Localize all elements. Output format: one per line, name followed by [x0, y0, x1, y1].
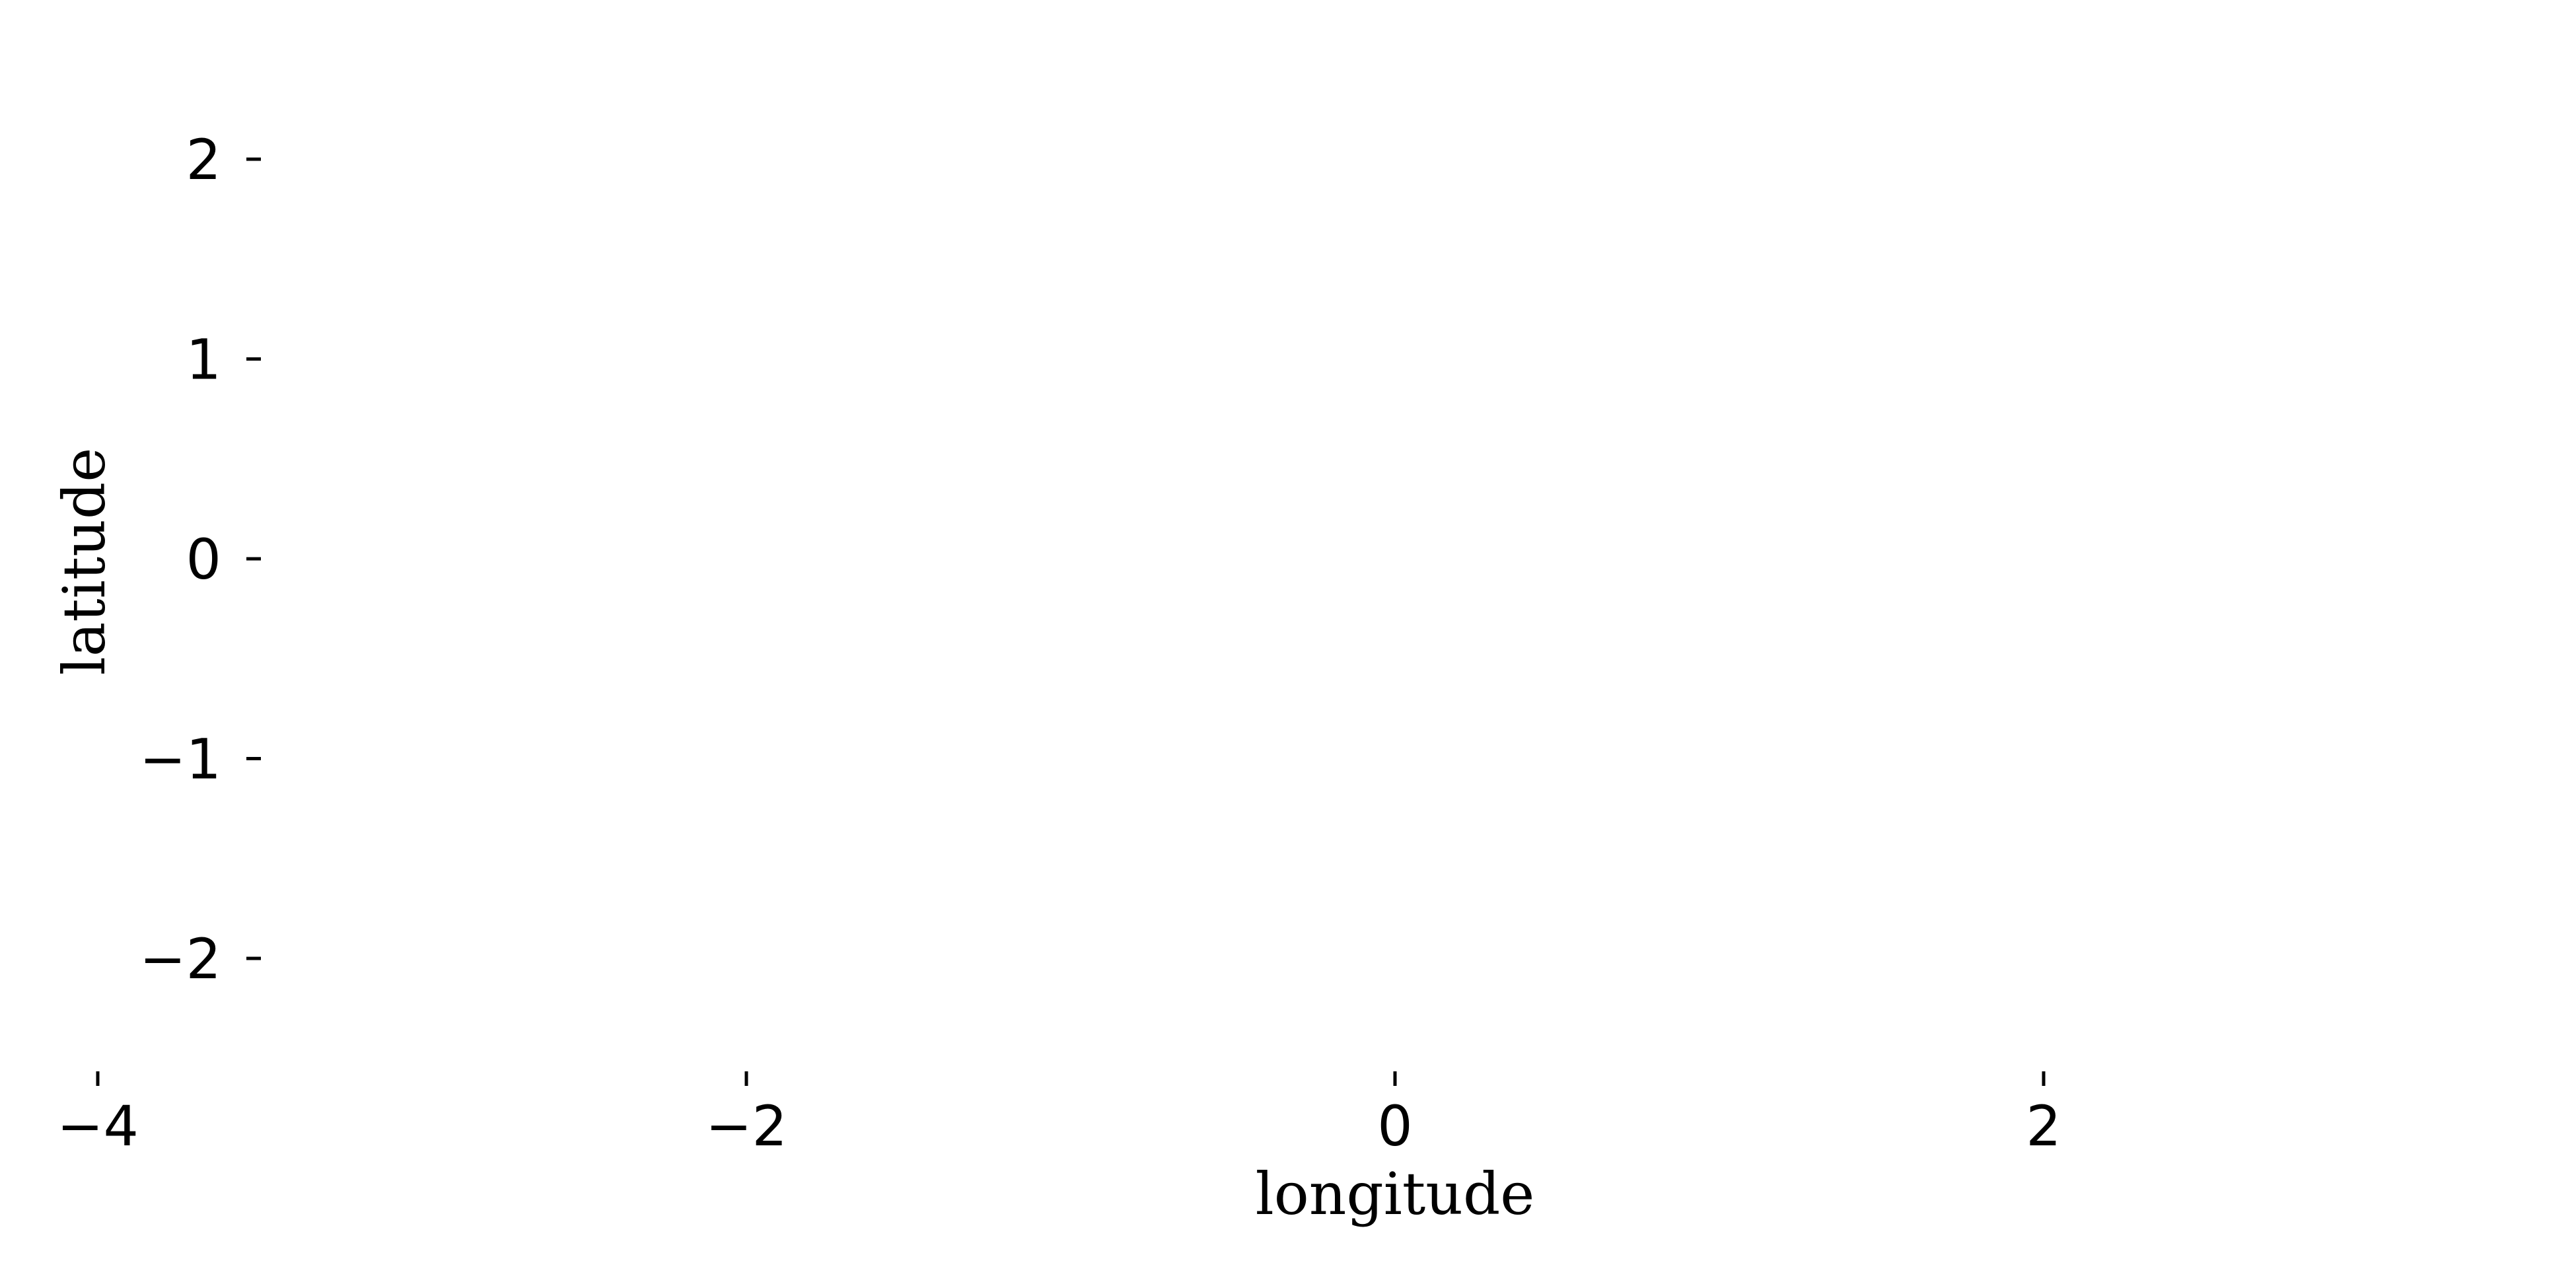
x-tick-label: −2: [705, 1094, 787, 1159]
y-axis-title: latitude: [50, 448, 118, 676]
y-tick-label: −2: [139, 927, 221, 991]
x-axis: −6−4−20246: [57, 1071, 2061, 1159]
y-axis: 2 1 0 −1 −2: [139, 127, 261, 991]
y-tick-label: 2: [186, 127, 221, 192]
y-tick-label: 1: [186, 328, 221, 392]
x-axis-title: longitude: [1256, 1160, 1535, 1228]
y-tick-label: −1: [139, 727, 221, 792]
y-tick-label: 0: [186, 527, 221, 592]
x-tick-label: −4: [57, 1094, 139, 1159]
x-tick-label: 2: [2026, 1094, 2061, 1159]
x-tick-label: 0: [1377, 1094, 1412, 1159]
